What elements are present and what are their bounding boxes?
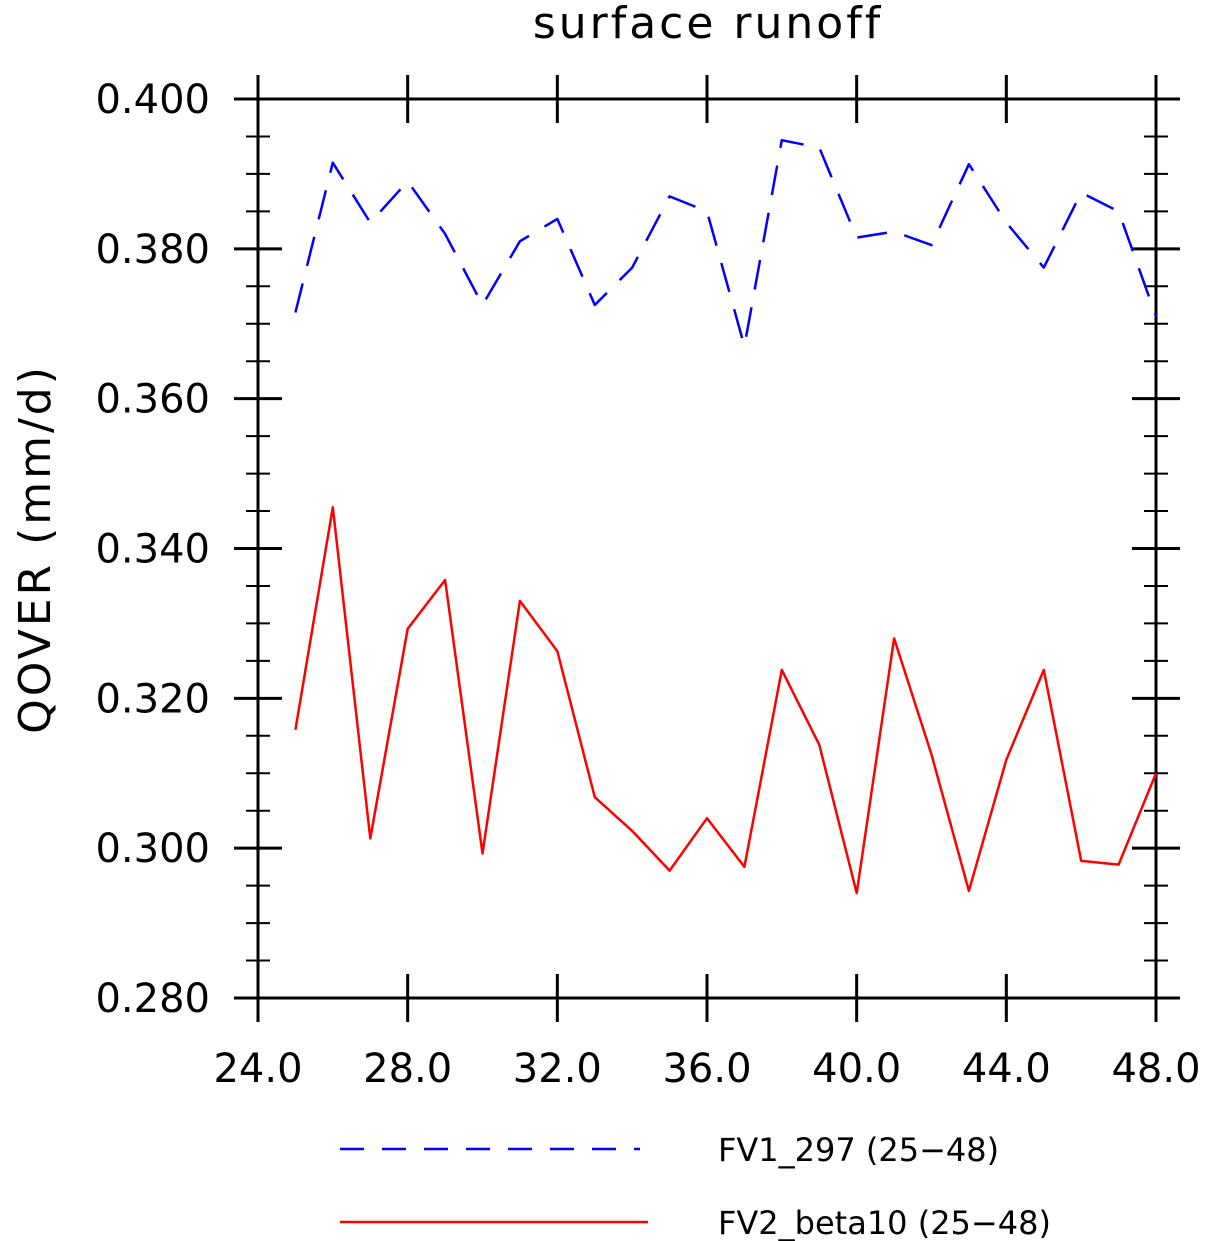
legend: FV1_297 (25−48) FV2_beta10 (25−48) <box>340 1131 1051 1241</box>
y-tick-label: 0.380 <box>95 227 210 273</box>
series-lines <box>294 138 1158 895</box>
axis-ticks <box>234 75 1180 1022</box>
x-tick-label: 44.0 <box>962 1046 1051 1092</box>
x-tick-label: 40.0 <box>812 1046 901 1092</box>
x-tick-label: 28.0 <box>363 1046 452 1092</box>
x-tick-label: 48.0 <box>1111 1046 1200 1092</box>
y-tick-label: 0.400 <box>95 77 210 123</box>
y-tick-label: 0.300 <box>95 826 210 872</box>
legend-label-series-2: FV2_beta10 (25−48) <box>718 1204 1051 1241</box>
y-tick-label: 0.320 <box>95 676 210 722</box>
series-line-1 <box>294 138 1158 348</box>
y-tick-label: 0.280 <box>95 976 210 1022</box>
y-tick-labels: 0.280 0.300 0.320 0.340 0.360 0.380 0.400 <box>95 77 210 1022</box>
y-tick-label: 0.340 <box>95 527 210 573</box>
legend-label-series-1: FV1_297 (25−48) <box>718 1131 999 1169</box>
series-line-2 <box>294 506 1158 895</box>
chart-title: surface runoff <box>533 0 883 49</box>
x-tick-label: 36.0 <box>662 1046 751 1092</box>
plot-frame <box>256 97 1158 1000</box>
y-axis-label: QOVER (mm/d) <box>10 364 61 734</box>
y-tick-label: 0.360 <box>95 377 210 423</box>
x-tick-label: 24.0 <box>213 1046 302 1092</box>
x-tick-labels: 24.0 28.0 32.0 36.0 40.0 44.0 48.0 <box>213 1046 1200 1092</box>
x-tick-label: 32.0 <box>513 1046 602 1092</box>
